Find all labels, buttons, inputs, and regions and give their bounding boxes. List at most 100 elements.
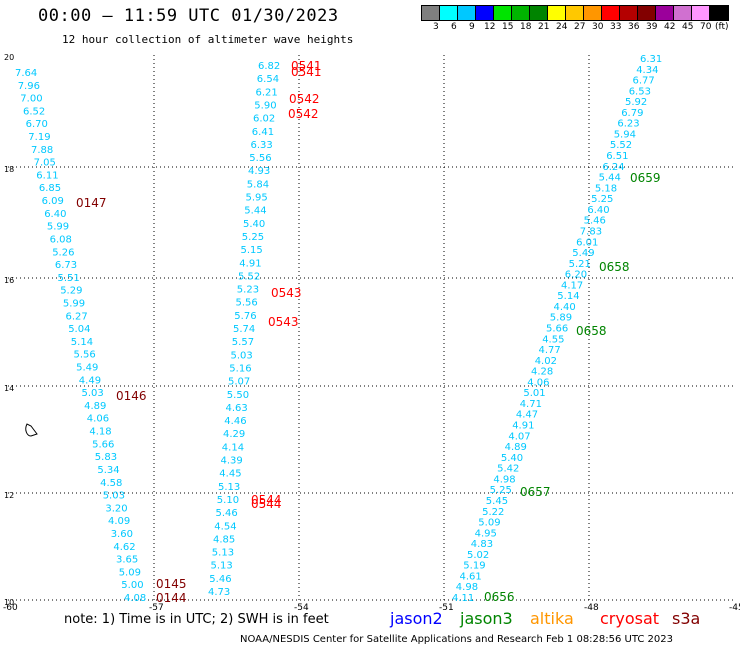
wave-height-value: 4.77 — [539, 345, 561, 356]
wave-height-value: 6.09 — [42, 196, 64, 207]
legend-swatch — [692, 6, 710, 20]
legend-label: 33 — [610, 22, 622, 32]
wave-height-value: 5.13 — [211, 561, 233, 572]
wave-height-value: 5.46 — [584, 216, 606, 227]
pass-time-label: 0657 — [520, 485, 551, 499]
wave-height-value: 6.77 — [633, 76, 655, 87]
wave-height-value: 5.95 — [246, 193, 268, 204]
island-outline — [25, 423, 38, 437]
wave-height-value: 5.04 — [68, 324, 90, 335]
legend-swatch — [530, 6, 548, 20]
wave-height-value: 5.18 — [595, 183, 617, 194]
wave-height-value: 3.65 — [116, 555, 138, 566]
wave-height-value: 5.15 — [241, 245, 263, 256]
wave-height-value: 5.10 — [217, 495, 239, 506]
wave-height-value: 4.06 — [527, 377, 549, 388]
wave-height-value: 5.02 — [467, 550, 489, 561]
wave-height-value: 5.94 — [614, 130, 636, 141]
wave-height-value: 5.40 — [501, 453, 523, 464]
wave-height-value: 6.23 — [617, 119, 639, 130]
wave-height-value: 5.40 — [243, 219, 265, 230]
wave-height-value: 4.29 — [223, 429, 245, 440]
wave-height-value: 5.56 — [236, 298, 258, 309]
legend-label: 30 — [592, 22, 604, 32]
wave-height-value: 6.73 — [55, 260, 77, 271]
pass-time-label: 0144 — [156, 591, 187, 605]
color-legend — [421, 5, 729, 21]
wave-height-value: 5.74 — [233, 324, 255, 335]
legend-swatch — [548, 6, 566, 20]
pass-time-label: 0145 — [156, 577, 187, 591]
x-tick-label: -45 — [729, 603, 740, 613]
wave-height-value: 6.70 — [26, 119, 48, 130]
pass-time-label: 0146 — [116, 389, 147, 403]
legend-label: 21 — [538, 22, 550, 32]
satellite-cryosat: cryosat — [600, 609, 660, 628]
wave-height-value: 5.25 — [490, 485, 512, 496]
wave-height-value: 4.85 — [213, 534, 235, 545]
x-tick-label: -51 — [439, 603, 454, 613]
wave-height-value: 3.60 — [111, 529, 133, 540]
wave-height-value: 4.49 — [79, 375, 101, 386]
legend-swatch — [422, 6, 440, 20]
wave-height-value: 5.56 — [249, 153, 271, 164]
wave-height-value: 6.85 — [39, 183, 61, 194]
legend-label: 6 — [451, 22, 457, 32]
wave-height-value: 5.49 — [76, 363, 98, 374]
legend-swatch — [638, 6, 656, 20]
wave-height-value: 5.01 — [523, 388, 545, 399]
wave-height-value: 5.57 — [232, 337, 254, 348]
legend-swatch — [458, 6, 476, 20]
wave-height-value: 5.45 — [486, 496, 508, 507]
wave-height-value: 6.31 — [640, 54, 662, 65]
wave-height-value: 7.64 — [15, 68, 37, 79]
wave-height-value: 3.20 — [105, 503, 127, 514]
wave-height-value: 5.76 — [234, 311, 256, 322]
pass-time-label: 0656 — [484, 590, 515, 604]
pass-time-label: 0542 — [288, 107, 319, 121]
grid-lines — [8, 55, 734, 601]
x-tick-label: -48 — [584, 603, 599, 613]
chart-subtitle: 12 hour collection of altimeter wave hei… — [62, 33, 354, 46]
wave-height-value: 6.53 — [629, 86, 651, 97]
pass-time-label: 0541 — [291, 59, 322, 73]
pass-time-label: 0544 — [251, 497, 282, 511]
wave-height-value: 6.41 — [252, 127, 274, 138]
wave-height-value: 5.46 — [209, 574, 231, 585]
wave-height-value: 5.25 — [242, 232, 264, 243]
pass-time-label: 0543 — [271, 286, 302, 300]
wave-height-value: 4.28 — [531, 367, 553, 378]
wave-height-value: 5.84 — [247, 179, 269, 190]
wave-height-value: 4.98 — [493, 474, 515, 485]
wave-height-value: 4.39 — [221, 456, 243, 467]
wave-height-value: 4.14 — [222, 442, 244, 453]
legend-label: 70 — [700, 22, 712, 32]
pass-time-label: 0658 — [576, 324, 607, 338]
legend-label: 3 — [433, 22, 439, 32]
legend-swatch — [620, 6, 638, 20]
wave-height-value: 5.99 — [63, 299, 85, 310]
wave-height-value: 4.02 — [535, 356, 557, 367]
legend-label: 42 — [664, 22, 676, 32]
legend-swatch — [584, 6, 602, 20]
legend-swatch — [512, 6, 530, 20]
legend-swatch — [710, 6, 728, 20]
wave-height-value: 4.63 — [226, 403, 248, 414]
wave-height-value: 6.02 — [253, 114, 275, 125]
legend-label: 12 — [484, 22, 496, 32]
wave-height-value: 5.66 — [546, 324, 568, 335]
wave-height-value: 5.09 — [119, 567, 141, 578]
wave-height-value: 4.83 — [471, 539, 493, 550]
pass-time-label: 0658 — [599, 260, 630, 274]
wave-height-value: 6.52 — [23, 106, 45, 117]
wave-height-value: 6.08 — [50, 235, 72, 246]
wave-height-value: 5.51 — [58, 273, 80, 284]
wave-height-value: 7.96 — [18, 81, 40, 92]
note-text: note: 1) Time is in UTC; 2) SWH is in fe… — [64, 612, 329, 627]
wave-height-value: 5.14 — [557, 291, 579, 302]
pass-time-label: 0147 — [76, 196, 107, 210]
x-tick-label: -54 — [294, 603, 309, 613]
wave-height-value: 4.95 — [475, 528, 497, 539]
